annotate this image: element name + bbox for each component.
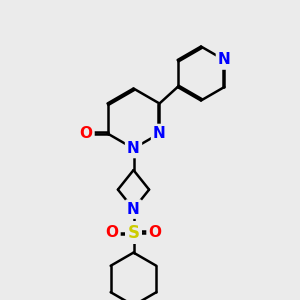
Text: N: N: [127, 141, 140, 156]
Text: O: O: [105, 225, 119, 240]
Text: S: S: [128, 224, 140, 242]
Text: N: N: [153, 126, 166, 141]
Text: N: N: [127, 202, 140, 217]
Text: N: N: [218, 52, 231, 68]
Text: O: O: [80, 126, 92, 141]
Text: O: O: [148, 225, 162, 240]
